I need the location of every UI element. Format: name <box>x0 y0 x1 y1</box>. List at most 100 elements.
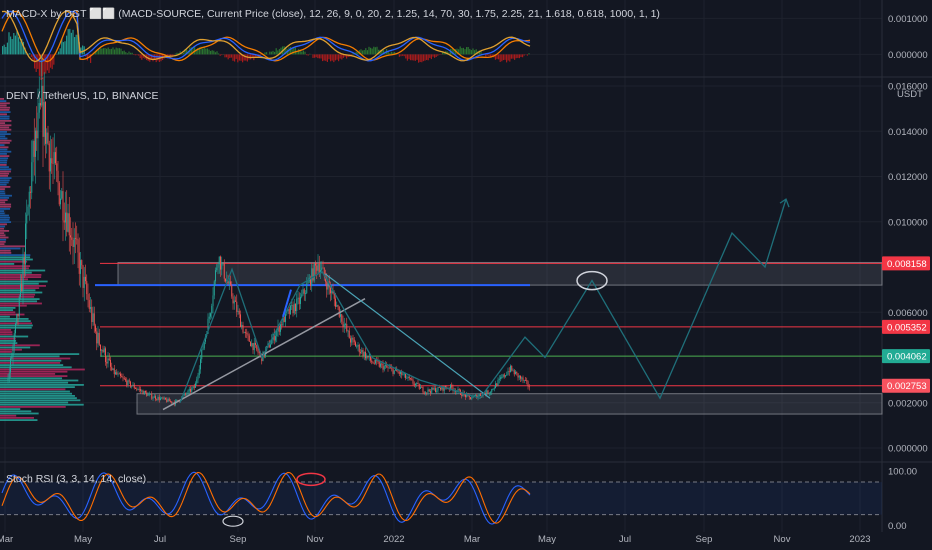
candle-body <box>150 393 151 395</box>
price-tick-label: 0.010000 <box>888 217 928 228</box>
macd-histogram-bar <box>138 54 140 56</box>
volume-profile-bar <box>0 291 43 294</box>
volume-profile-bar <box>0 315 10 318</box>
candle-body <box>252 343 254 351</box>
volume-profile-bar <box>0 124 12 127</box>
candle-body <box>166 399 168 402</box>
macd-histogram-bar <box>298 49 300 55</box>
candle-body <box>12 345 14 357</box>
stoch-rsi-panel[interactable] <box>0 471 882 527</box>
volume-profile-bar <box>0 377 63 380</box>
candle-body <box>75 237 76 239</box>
macd-histogram-bar <box>96 49 98 55</box>
macd-line <box>1 10 531 63</box>
candle-body <box>121 375 123 378</box>
volume-profile-bar <box>0 390 70 393</box>
candle-body <box>55 152 56 164</box>
macd-histogram-bar <box>46 54 48 71</box>
candle-body <box>320 270 321 273</box>
candle-body <box>438 387 440 388</box>
time-tick-label: Jul <box>619 534 631 545</box>
candle-body <box>192 386 194 389</box>
rsi-line <box>1 471 531 524</box>
candle-body <box>380 363 381 367</box>
candle-body <box>103 348 105 353</box>
candle-body <box>201 349 203 360</box>
candle-body <box>188 389 190 391</box>
macd-histogram-bar <box>3 44 5 55</box>
candle-body <box>220 256 221 270</box>
candle-body <box>290 305 291 314</box>
macd-histogram-bar <box>45 54 47 74</box>
volume-profile-bar <box>0 205 12 208</box>
macd-histogram-bar <box>150 54 152 60</box>
macd-histogram-bar <box>368 46 370 55</box>
time-tick-label: Mar <box>0 534 13 545</box>
macd-histogram-bar <box>528 53 530 55</box>
candle-body <box>213 281 215 296</box>
volume-profile-bar <box>0 186 11 188</box>
candle-body <box>137 389 139 390</box>
macd-histogram-bar <box>74 37 76 55</box>
macd-histogram-bar <box>398 54 400 57</box>
candle-body <box>106 361 108 364</box>
macd-histogram-bar <box>510 54 512 59</box>
candle-body <box>198 369 200 376</box>
volume-profile-bar <box>0 106 11 109</box>
volume-profile-bar <box>0 214 9 217</box>
candle-body <box>117 373 119 375</box>
candle-body <box>33 140 35 157</box>
volume-profile-bar <box>0 219 10 221</box>
volume-profile-bar <box>0 344 40 347</box>
candle-body <box>101 349 103 351</box>
price-panel[interactable] <box>0 54 883 421</box>
volume-profile-bar <box>0 131 7 133</box>
candle-body <box>390 367 391 369</box>
macd-histogram-bar <box>51 54 53 70</box>
macd-histogram-bar <box>405 54 407 59</box>
candle-body <box>466 394 468 398</box>
macd-histogram-bar <box>373 46 375 55</box>
macd-histogram-bar <box>264 52 266 55</box>
macd-histogram-bar <box>520 54 522 58</box>
candle-body <box>386 365 388 368</box>
macd-histogram-bar <box>245 54 247 61</box>
candle-body <box>147 394 149 396</box>
volume-profile-bar <box>0 150 12 153</box>
macd-histogram-bar <box>470 50 472 55</box>
volume-profile-bar <box>0 395 75 397</box>
candle-body <box>102 349 104 353</box>
candle-body <box>38 103 40 113</box>
candle-body <box>217 264 219 268</box>
macd-histogram-bar <box>208 49 210 55</box>
candle-body <box>247 333 249 336</box>
candle-body <box>490 392 491 394</box>
candle-body <box>256 344 258 350</box>
macd-histogram-bar <box>294 47 296 55</box>
volume-profile-bar <box>0 362 61 364</box>
candle-body <box>362 349 364 356</box>
candle-body <box>90 307 91 309</box>
candle-body <box>521 377 523 379</box>
candle-body <box>57 170 59 183</box>
macd-histogram-bar <box>62 42 64 55</box>
volume-profile-bar <box>0 241 6 243</box>
candle-body <box>238 310 240 315</box>
macd-panel[interactable] <box>1 10 531 80</box>
candle-body <box>85 276 86 282</box>
macd-histogram-bar <box>178 53 180 55</box>
time-axis[interactable]: Mar May Jul Sep Nov 2022 Mar May Jul Sep Nov 2023 <box>0 534 871 545</box>
macd-histogram-bar <box>112 47 114 55</box>
macd-histogram-bar <box>323 54 325 61</box>
price-axis[interactable]: 0.016000 0.014000 0.012000 0.010000 0.006000… <box>882 14 930 532</box>
volume-profile-bar <box>0 256 31 259</box>
volume-profile-bar <box>0 401 69 404</box>
price-zone <box>117 261 883 286</box>
volume-profile-bar <box>0 117 10 120</box>
candle-body <box>342 321 344 327</box>
macd-histogram-bar <box>312 54 314 58</box>
candle-body <box>37 112 39 139</box>
candle-body <box>95 325 96 332</box>
price-tag-label: 0.002753 <box>887 381 927 392</box>
